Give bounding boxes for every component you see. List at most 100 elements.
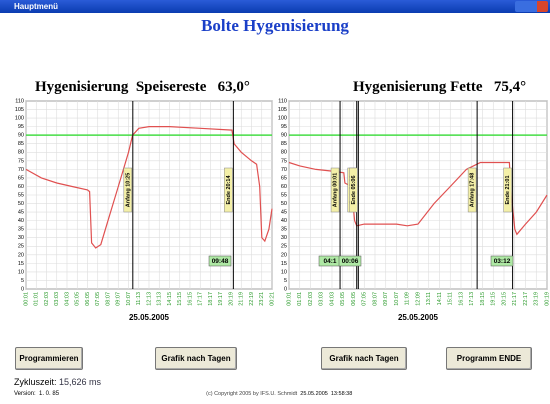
button[interactable]: Grafik nach Tagen: [155, 347, 237, 370]
y-tick-label: 70: [18, 167, 24, 173]
x-tick-label: 14:11: [437, 292, 443, 305]
time-label: 09:48: [212, 258, 229, 265]
marker-label-box: [467, 167, 477, 213]
reading-label: Hygenisierung Speisereste: [35, 79, 207, 95]
y-tick-label: 0: [21, 286, 24, 292]
x-tick-label: 19:17: [218, 292, 224, 306]
x-tick-label: 16:13: [458, 292, 464, 306]
cycle-value: 15,626 ms: [59, 377, 102, 387]
y-tick-label: 50: [18, 201, 24, 207]
y-tick-label: 95: [281, 124, 287, 130]
x-tick-label: 03:03: [54, 292, 60, 306]
x-tick-label: 11:13: [136, 292, 142, 305]
y-tick-label: 55: [18, 192, 24, 198]
marker-label: Anfang 17:48: [470, 173, 476, 208]
reading-value: 75,4°: [493, 79, 527, 95]
timestamp: 25.05.2005 13:58:38: [300, 391, 353, 397]
marker-label-box: [123, 167, 133, 213]
marker-label-box: [330, 167, 340, 213]
y-tick-label: 35: [281, 227, 287, 233]
x-tick-label: 04:03: [329, 292, 335, 306]
x-tick-label: 06:05: [351, 292, 357, 306]
x-tick-label: 00:01: [23, 292, 29, 306]
marker-label: Anfang 10:25: [125, 173, 131, 208]
temperature-line: [25, 126, 273, 249]
window-controls[interactable]: [515, 1, 548, 12]
x-tick-label: 02:03: [308, 292, 314, 306]
x-tick-label: 16:15: [187, 292, 193, 306]
x-tick-label: 08:07: [372, 292, 378, 306]
x-tick-label: 01:01: [297, 292, 303, 306]
time-label-box: [338, 255, 362, 267]
x-tick-label: 10:07: [126, 292, 132, 306]
y-tick-label: 5: [21, 278, 24, 284]
x-tick-label: 11:09: [405, 292, 411, 305]
reading-left: Hygenisierung Speisereste 63,0°: [20, 62, 250, 113]
time-label: 03:12: [494, 258, 511, 265]
y-tick-label: 80: [281, 150, 287, 156]
x-tick-label: 18:15: [480, 292, 486, 306]
x-tick-label: 12:13: [146, 292, 152, 306]
x-tick-label: 00:19: [544, 292, 550, 306]
y-tick-label: 40: [18, 218, 24, 224]
y-tick-label: 110: [15, 98, 24, 104]
x-tick-label: 09:07: [116, 292, 122, 306]
y-tick-label: 20: [18, 252, 24, 258]
x-axis-label: 25.05.2005: [398, 313, 439, 322]
x-tick-label: 10:07: [394, 292, 400, 306]
x-tick-label: 22:19: [249, 292, 255, 306]
x-tick-label: 17:13: [469, 292, 475, 306]
x-tick-label: 03:03: [319, 292, 325, 306]
y-tick-label: 45: [281, 210, 287, 216]
y-tick-label: 75: [281, 158, 287, 164]
x-tick-label: 18:17: [208, 292, 214, 306]
x-tick-label: 05:05: [340, 292, 346, 306]
marker-label-box: [503, 167, 512, 213]
time-label: 00:06: [342, 258, 359, 265]
x-tick-label: 02:03: [44, 292, 50, 306]
y-tick-label: 15: [18, 261, 24, 267]
y-tick-label: 45: [18, 210, 24, 216]
y-tick-label: 85: [18, 141, 24, 147]
y-tick-label: 50: [281, 201, 287, 207]
y-tick-label: 60: [281, 184, 287, 190]
y-tick-label: 10: [18, 269, 24, 275]
y-tick-label: 25: [18, 244, 24, 250]
x-axis-label: 25.05.2005: [129, 313, 170, 322]
y-tick-label: 80: [18, 150, 24, 156]
version: Version: 1. 0. 85: [14, 391, 60, 397]
marker-label-box: [349, 167, 358, 213]
y-tick-label: 110: [278, 98, 287, 104]
x-tick-label: 08:07: [105, 292, 111, 306]
x-tick-label: 00:01: [286, 292, 292, 306]
y-tick-label: 30: [281, 235, 287, 241]
reading-right: Hygenisierung Fette 75,4°: [338, 62, 526, 113]
y-tick-label: 20: [281, 252, 287, 258]
y-tick-label: 25: [281, 244, 287, 250]
y-tick-label: 90: [281, 133, 287, 139]
y-tick-label: 95: [18, 124, 24, 130]
temperature-line: [288, 161, 548, 236]
x-tick-label: 23:19: [534, 292, 540, 306]
button[interactable]: Programm ENDE: [446, 347, 532, 370]
y-tick-label: 40: [281, 218, 287, 224]
title-bar: Hauptmenü: [0, 0, 550, 13]
x-tick-label: 12:09: [415, 292, 421, 306]
x-tick-label: 01:01: [34, 292, 40, 306]
x-tick-label: 04:03: [64, 292, 70, 306]
window-title: Hauptmenü: [14, 2, 58, 11]
x-tick-label: 23:21: [259, 292, 265, 306]
x-tick-label: 15:15: [177, 292, 183, 306]
reading-value: 63,0°: [217, 79, 250, 95]
copyright: (c) Copyright 2005 by IFS.U. Schmidt: [206, 391, 298, 397]
y-tick-label: 105: [15, 107, 24, 113]
x-tick-label: 21:17: [512, 292, 518, 306]
button[interactable]: Grafik nach Tagen: [321, 347, 407, 370]
time-label-box: [490, 255, 514, 267]
button[interactable]: Programmieren: [15, 347, 83, 370]
y-tick-label: 100: [15, 116, 24, 122]
y-tick-label: 0: [284, 286, 287, 292]
x-tick-label: 17:17: [198, 292, 204, 306]
x-tick-label: 20:15: [501, 292, 507, 306]
